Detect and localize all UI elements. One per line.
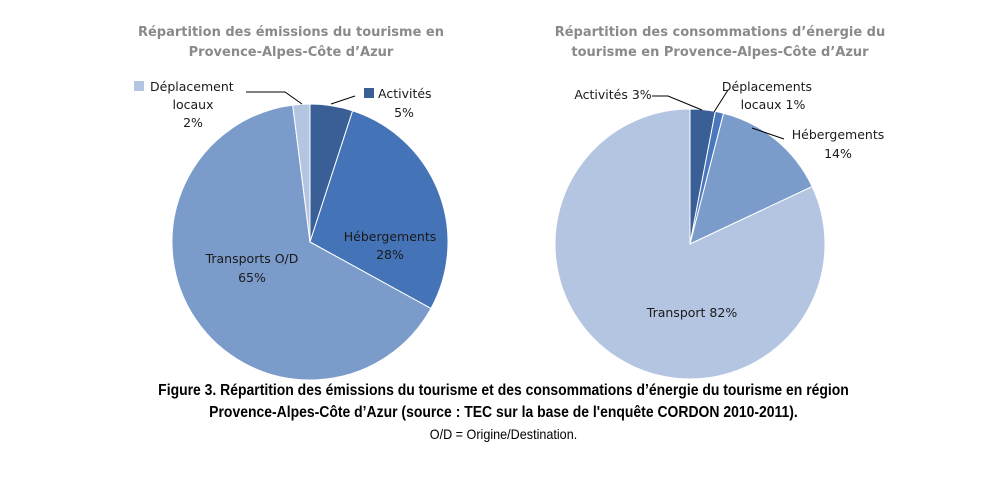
- chart1-legend-swatch-activites: [364, 88, 374, 98]
- chart1-label-deplacement-line2: locaux: [173, 97, 214, 112]
- chart1-slice-hebergements: [309, 110, 449, 310]
- chart2-leader-deplacements: [713, 89, 729, 113]
- caption-line2: Provence-Alpes-Côte d’Azur (source : TEC…: [209, 404, 798, 421]
- chart2-label-hebergements: Hébergements: [792, 127, 884, 142]
- chart1-slice-deplacement-locaux: [292, 103, 311, 243]
- chart2-label-deplacements-line2: locaux 1%: [741, 97, 806, 112]
- chart1-label-transports: Transports O/D: [205, 251, 299, 266]
- chart1-label-hebergements: Hébergements: [344, 229, 436, 244]
- chart1-title-line2: Provence-Alpes-Côte d’Azur: [189, 45, 394, 60]
- chart1-title-line1: Répartition des émissions du tourisme en: [138, 25, 444, 40]
- chart1-slice-transports-o-d: [171, 104, 432, 380]
- chart2-slice-transport: [554, 108, 826, 380]
- caption-line3: O/D = Origine/Destination.: [429, 426, 578, 442]
- chart1-label-hebergements-pct: 28%: [376, 247, 404, 262]
- chart1-label-deplacement: Déplacement: [150, 79, 234, 94]
- caption-line1: Figure 3. Répartition des émissions du t…: [158, 382, 849, 399]
- chart2-title-line1: Répartition des consommations d’énergie …: [555, 25, 886, 40]
- chart2-label-deplacements-line1: Déplacements: [722, 79, 812, 94]
- chart2-label-activites: Activités 3%: [574, 87, 651, 102]
- chart2-title-line2: tourisme en Provence-Alpes-Côte d’Azur: [571, 45, 869, 60]
- chart1-leader-deplacement: [246, 91, 303, 105]
- chart2-leader-activites: [652, 95, 703, 111]
- chart1-leader-activites: [330, 95, 356, 105]
- chart2-label-transport: Transport 82%: [646, 305, 738, 320]
- chart1-label-activites: Activités: [378, 86, 432, 101]
- chart2-label-hebergements-pct: 14%: [824, 146, 852, 161]
- chart2-slice-hebergements: [689, 112, 813, 245]
- chart1-pie: [171, 103, 449, 380]
- chart1-label-activites-pct: 5%: [394, 105, 414, 120]
- chart1-label-transports-pct: 65%: [238, 270, 266, 285]
- chart2-pie: [554, 108, 826, 380]
- chart2-leader-hebergements: [751, 127, 785, 140]
- chart1-label-deplacement-pct: 2%: [183, 115, 203, 130]
- figure-caption: Figure 3. Répartition des émissions du t…: [0, 380, 1007, 444]
- chart1-legend-swatch-deplacement: [134, 81, 144, 91]
- charts-figure: Répartition des émissions du tourisme en…: [134, 25, 886, 380]
